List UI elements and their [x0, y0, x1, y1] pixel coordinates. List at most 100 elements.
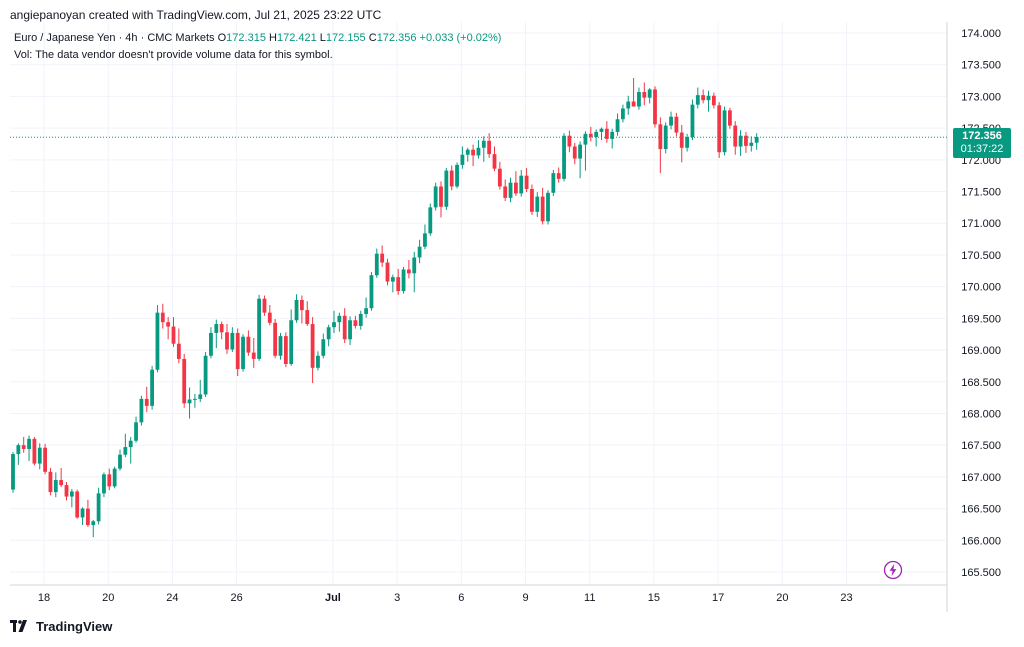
- candle[interactable]: [80, 507, 85, 526]
- candle[interactable]: [722, 106, 727, 156]
- candle[interactable]: [439, 181, 443, 218]
- candle[interactable]: [733, 121, 738, 155]
- candle[interactable]: [171, 317, 176, 347]
- candle[interactable]: [358, 310, 363, 330]
- candle[interactable]: [637, 87, 641, 110]
- candle[interactable]: [519, 169, 524, 197]
- candle[interactable]: [262, 295, 267, 316]
- candle[interactable]: [674, 112, 679, 137]
- candle[interactable]: [631, 78, 636, 107]
- candle[interactable]: [380, 245, 385, 267]
- candle[interactable]: [701, 89, 706, 104]
- candle[interactable]: [487, 133, 492, 158]
- candle[interactable]: [305, 301, 310, 326]
- candle[interactable]: [353, 315, 358, 329]
- candle[interactable]: [144, 386, 149, 413]
- candle[interactable]: [176, 328, 181, 364]
- candle[interactable]: [198, 379, 203, 403]
- candle[interactable]: [663, 122, 668, 154]
- candle[interactable]: [289, 309, 294, 366]
- candle[interactable]: [251, 338, 256, 368]
- candle[interactable]: [476, 140, 481, 159]
- candle[interactable]: [503, 179, 508, 202]
- candle[interactable]: [540, 187, 545, 225]
- candle[interactable]: [123, 433, 128, 458]
- candle[interactable]: [562, 133, 566, 182]
- candle[interactable]: [150, 365, 154, 410]
- candle[interactable]: [16, 443, 21, 465]
- candle[interactable]: [214, 319, 219, 349]
- candle[interactable]: [679, 124, 684, 163]
- candle[interactable]: [267, 305, 272, 326]
- candle[interactable]: [128, 436, 133, 464]
- candle[interactable]: [642, 82, 647, 106]
- candle[interactable]: [225, 324, 229, 354]
- candle[interactable]: [465, 147, 470, 162]
- candle[interactable]: [43, 443, 47, 475]
- candle[interactable]: [59, 468, 64, 488]
- candle[interactable]: [412, 251, 417, 293]
- candle[interactable]: [273, 318, 278, 359]
- candle[interactable]: [342, 308, 347, 344]
- candle[interactable]: [455, 162, 459, 189]
- candle[interactable]: [433, 182, 438, 211]
- candle[interactable]: [572, 142, 577, 165]
- candle[interactable]: [390, 274, 395, 293]
- candle[interactable]: [160, 303, 165, 329]
- candle[interactable]: [235, 328, 240, 377]
- candle[interactable]: [492, 146, 497, 172]
- lightning-bolt-icon[interactable]: [883, 560, 903, 580]
- candle[interactable]: [658, 117, 663, 174]
- candle[interactable]: [369, 272, 374, 311]
- candle[interactable]: [690, 99, 695, 141]
- candle[interactable]: [283, 332, 288, 368]
- candle[interactable]: [749, 136, 754, 152]
- candle[interactable]: [588, 126, 593, 142]
- symbol-name[interactable]: Euro / Japanese Yen · 4h · CMC Markets: [14, 32, 215, 44]
- candle[interactable]: [535, 192, 540, 217]
- symbol-legend[interactable]: Euro / Japanese Yen · 4h · CMC Markets O…: [14, 32, 501, 44]
- candle[interactable]: [514, 171, 518, 196]
- candle[interactable]: [695, 87, 700, 109]
- candle[interactable]: [407, 260, 411, 279]
- candle[interactable]: [471, 144, 475, 167]
- candle[interactable]: [21, 436, 26, 453]
- candle[interactable]: [728, 107, 732, 129]
- candle[interactable]: [460, 146, 465, 169]
- candle[interactable]: [91, 520, 96, 538]
- candle[interactable]: [300, 295, 304, 324]
- candle[interactable]: [193, 393, 197, 408]
- candle[interactable]: [449, 165, 454, 191]
- candle[interactable]: [230, 327, 235, 352]
- candle[interactable]: [11, 452, 15, 493]
- candle[interactable]: [621, 104, 625, 123]
- candle[interactable]: [594, 129, 599, 147]
- candle[interactable]: [530, 184, 534, 215]
- price-axis[interactable]: 174.000173.500173.000172.500172.000171.5…: [961, 28, 1001, 579]
- candle[interactable]: [102, 472, 106, 498]
- candle[interactable]: [556, 167, 561, 183]
- candle[interactable]: [203, 351, 208, 397]
- candle[interactable]: [246, 330, 251, 356]
- candle[interactable]: [278, 332, 283, 360]
- candle[interactable]: [428, 203, 433, 236]
- candle[interactable]: [321, 333, 326, 359]
- candle[interactable]: [64, 481, 69, 501]
- candle[interactable]: [444, 168, 449, 210]
- candle[interactable]: [711, 92, 716, 109]
- candle[interactable]: [647, 88, 652, 104]
- candle[interactable]: [139, 395, 144, 426]
- tradingview-brand[interactable]: TradingView: [10, 617, 112, 635]
- candle[interactable]: [257, 294, 261, 361]
- candle[interactable]: [118, 449, 122, 471]
- candle[interactable]: [112, 466, 117, 489]
- candle[interactable]: [551, 169, 556, 196]
- candle[interactable]: [744, 131, 748, 153]
- candle[interactable]: [685, 133, 689, 152]
- candle[interactable]: [37, 443, 42, 470]
- candle[interactable]: [567, 130, 572, 153]
- candle[interactable]: [75, 489, 80, 519]
- candle[interactable]: [316, 351, 320, 371]
- candle[interactable]: [615, 113, 620, 136]
